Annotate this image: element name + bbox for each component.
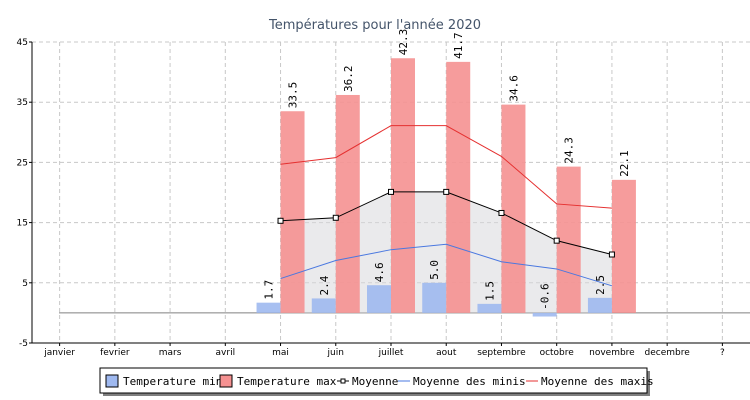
legend-label: Temperature max <box>237 375 337 388</box>
bar-temperature-min-label: -0.6 <box>539 283 552 310</box>
bar-temperature-max <box>611 179 636 313</box>
moyenne-marker <box>388 188 394 195</box>
bar-temperature-max <box>446 61 471 313</box>
bar-temperature-min <box>532 312 557 317</box>
moyenne-marker <box>332 214 339 221</box>
legend-label: Moyenne <box>352 375 398 388</box>
bar-temperature-min-label: 4.6 <box>373 262 386 282</box>
moyenne-marker <box>277 217 284 224</box>
bar-temperature-max-label: 22.1 <box>618 150 631 177</box>
x-tick-label: decembre <box>645 348 691 358</box>
x-tick-label: avril <box>216 348 236 358</box>
legend-swatch <box>105 374 119 388</box>
moyenne-marker <box>498 209 505 216</box>
x-tick-label: septembre <box>477 348 526 358</box>
bar-temperature-min <box>587 297 612 313</box>
x-tick-label: ? <box>720 348 725 358</box>
moyenne-marker <box>443 188 450 195</box>
moyenne-marker <box>608 251 615 258</box>
bar-temperature-max <box>501 104 526 313</box>
x-tick-label: mai <box>272 348 289 358</box>
x-tick-label: fevrier <box>100 348 130 358</box>
y-tick-label: 35 <box>17 98 28 108</box>
legend-label: Temperature min <box>123 375 222 388</box>
x-tick-label: juin <box>327 348 344 358</box>
bar-temperature-min-label: 5.0 <box>428 260 441 280</box>
bar-temperature-max <box>391 58 415 313</box>
legend-box <box>99 367 648 394</box>
line-moyenne-des-minis <box>280 243 613 287</box>
legend-label: Moyenne des maxis <box>541 375 654 388</box>
y-tick-label: 15 <box>17 219 28 229</box>
bar-temperature-max-label: 24.3 <box>563 137 576 164</box>
legend-label: Moyenne des minis <box>413 375 526 388</box>
bar-temperature-min-label: 1.7 <box>263 280 276 300</box>
bar-temperature-min <box>256 302 281 313</box>
chart-title: Températures pour l'année 2020 <box>268 18 481 33</box>
bar-temperature-max-label: 36.2 <box>342 65 355 92</box>
legend-swatch <box>219 374 233 388</box>
bar-temperature-min <box>311 298 336 313</box>
y-tick-label: -5 <box>19 339 28 349</box>
x-tick-label: aout <box>436 348 457 358</box>
x-tick-label: juillet <box>378 348 404 358</box>
bar-temperature-min-label: 1.5 <box>483 281 496 301</box>
bar-temperature-min <box>422 282 447 313</box>
bar-temperature-max <box>280 111 305 313</box>
bar-temperature-max-label: 33.5 <box>287 82 300 109</box>
y-tick-label: 25 <box>17 158 28 168</box>
x-tick-label: novembre <box>589 348 635 358</box>
bar-temperature-max <box>556 166 581 313</box>
bar-temperature-max <box>335 94 360 313</box>
bar-temperature-max-label: 41.7 <box>452 32 465 59</box>
line-moyenne-des-maxis <box>280 125 612 209</box>
bar-temperature-min-label: 2.5 <box>594 275 607 295</box>
y-tick-label: 5 <box>22 279 28 289</box>
y-tick-label: 45 <box>17 38 28 48</box>
moyenne-marker <box>553 237 560 244</box>
bar-temperature-min <box>367 285 391 313</box>
bar-temperature-max-label: 34.6 <box>507 75 520 102</box>
bar-temperature-min-label: 2.4 <box>318 275 331 295</box>
bar-temperature-max-label: 42.3 <box>397 29 410 56</box>
bar-temperature-min <box>477 303 502 313</box>
x-tick-label: mars <box>159 348 182 358</box>
x-tick-label: octobre <box>540 348 575 358</box>
x-tick-label: janvier <box>43 348 75 358</box>
legend-marker <box>340 378 346 384</box>
